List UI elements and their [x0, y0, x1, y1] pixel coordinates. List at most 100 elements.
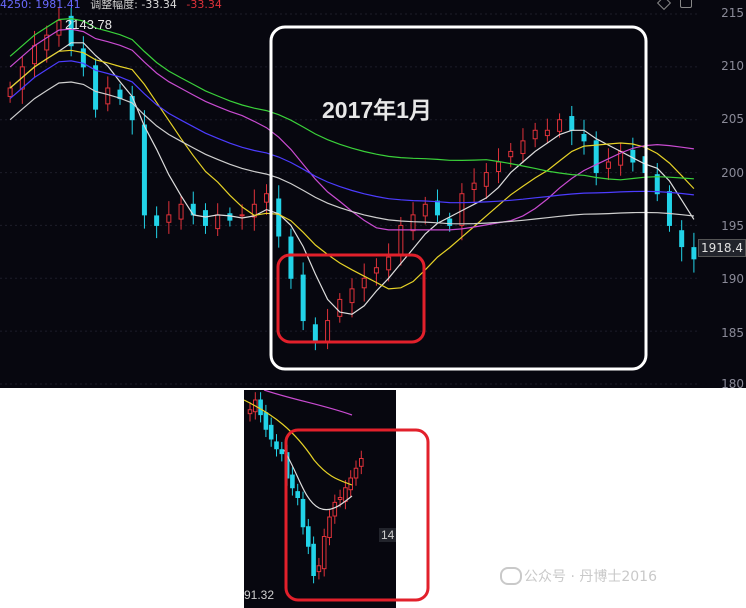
candle-body: [337, 298, 343, 317]
watermark: 公众号 · 丹博士2016: [524, 569, 657, 585]
inset-candle-body: [337, 497, 343, 500]
candle-body: [202, 210, 208, 226]
inset-candle-body: [295, 491, 301, 499]
inset-candle-body: [290, 474, 295, 489]
highlight-box-white: [269, 25, 648, 371]
candle-body: [105, 87, 111, 105]
ma120-line: [9, 60, 694, 204]
inset-candle-body: [343, 487, 348, 502]
inset-chart-panel: 91.32 14: [244, 390, 396, 608]
y-tick: 200: [721, 166, 744, 180]
candle-body: [532, 129, 538, 140]
candle-body: [605, 161, 611, 169]
candle-body: [630, 149, 636, 163]
candle-body: [361, 277, 367, 289]
candle-body: [288, 236, 294, 279]
inset-candle-body: [279, 449, 285, 455]
y-tick: 190: [721, 272, 744, 286]
ma10-line: [9, 49, 695, 290]
y-tick: 195: [721, 219, 744, 233]
candle-body: [544, 129, 550, 137]
main-chart-panel: 4250: 1981.41 调整幅度: -33.34 -33.34 2143.7…: [0, 0, 746, 388]
candle-body: [300, 274, 306, 322]
main-chart-svg: [0, 6, 700, 385]
candle-body: [93, 65, 99, 110]
candle-body: [178, 203, 184, 220]
adjust-value: -33.34: [141, 0, 177, 11]
candle-body: [471, 182, 477, 190]
ma20-line: [9, 28, 694, 231]
ma5-line: [9, 42, 695, 315]
candle-body: [679, 230, 685, 248]
inset-axis-label: 14: [379, 528, 396, 542]
y-tick: 215: [721, 6, 744, 20]
adjust-label: 调整幅度:: [90, 0, 138, 11]
candle-body: [569, 116, 575, 131]
candle-body: [227, 213, 233, 221]
inset-candle-body: [306, 526, 311, 547]
candle-body: [349, 288, 355, 304]
chart-header: 4250: 1981.41 调整幅度: -33.34 -33.34: [0, 0, 222, 12]
candle-body: [68, 15, 74, 47]
candle-body: [251, 203, 257, 218]
candle-body: [666, 191, 672, 226]
candle-body: [386, 256, 392, 271]
y-tick: 210: [721, 59, 744, 73]
candle-body: [581, 134, 587, 142]
candle-body: [141, 124, 147, 216]
candle-body: [154, 215, 160, 226]
candle-body: [496, 161, 502, 173]
ma60-line: [9, 17, 694, 181]
candle-body: [508, 150, 514, 158]
candle-body: [239, 214, 245, 217]
inset-chart-svg: [244, 390, 364, 584]
inset-ma20-line: [263, 390, 353, 416]
candle-body: [654, 174, 660, 195]
current-price-tag: 1918.4: [698, 239, 746, 257]
candle-body: [691, 247, 697, 260]
adjust-value-2: -33.34: [186, 0, 222, 11]
ma-values: 4250: 1981.41: [0, 0, 81, 11]
inset-candle-body: [300, 498, 306, 528]
candle-body: [215, 214, 221, 230]
inset-candle-body: [327, 516, 332, 538]
inset-candle-body: [268, 424, 274, 440]
candle-body: [325, 320, 331, 343]
candle-body: [422, 203, 428, 217]
candle-body: [264, 193, 270, 203]
inset-candle-body: [332, 501, 338, 517]
inset-low-label: 91.32: [244, 588, 275, 602]
ma250-line: [9, 81, 694, 225]
candle-body: [80, 48, 86, 68]
candle-body: [166, 214, 172, 223]
inset-candle-body: [316, 565, 322, 573]
highlight-box-red: [276, 253, 426, 344]
candle-body: [520, 140, 526, 155]
inset-candle-body: [247, 409, 253, 415]
candle-body: [44, 34, 50, 51]
inset-candle-body: [359, 458, 364, 467]
candle-body: [56, 20, 62, 36]
candle-body: [276, 198, 282, 237]
candle-body: [557, 119, 563, 132]
candle-body: [373, 267, 379, 274]
scroll-handle-icon[interactable]: [680, 0, 692, 8]
inset-candle-body: [321, 536, 327, 570]
candle-body: [447, 218, 453, 226]
y-tick: 205: [721, 112, 744, 126]
candle-body: [312, 324, 318, 343]
candle-body: [593, 140, 599, 174]
inset-candle-body: [274, 441, 279, 450]
y-tick: 180: [721, 377, 744, 388]
inset-candle-body: [263, 412, 269, 430]
candle-body: [434, 200, 440, 216]
candle-body: [483, 172, 489, 187]
candle-body: [32, 45, 38, 65]
candle-body: [7, 87, 13, 97]
candle-body: [410, 214, 416, 232]
inset-candle-body: [258, 399, 263, 416]
inset-candle-body: [353, 467, 359, 479]
wechat-icon: [500, 567, 522, 585]
y-tick: 185: [721, 326, 744, 340]
